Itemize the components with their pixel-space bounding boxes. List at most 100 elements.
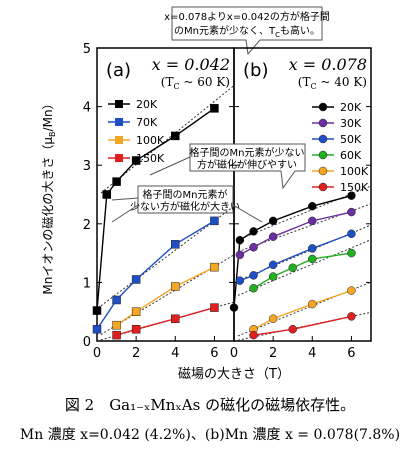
data-point-b-0-2 — [249, 227, 258, 236]
svg-text:(TC ~ 40 K): (TC ~ 40 K) — [298, 75, 367, 91]
legend-label-b-3: 60K — [340, 149, 362, 162]
legend-marker-a-1 — [115, 118, 123, 126]
data-point-b-0-1 — [235, 235, 245, 245]
data-point-b-2-2 — [268, 260, 278, 270]
data-point-b-2-4 — [347, 229, 356, 239]
annotation-callout-1: 格子間のMn元素が少ない 方が磁化が伸びやすい — [149, 143, 306, 190]
legend-marker-a-3 — [115, 154, 123, 162]
figure-caption-line2: Mn 濃度 x=0.042 (4.2%)、(b)Mn 濃度 x = 0.078(… — [19, 427, 401, 443]
panel-b-label: (b) — [243, 60, 268, 81]
data-point-b-2-1 — [249, 271, 258, 280]
x-tick-label-a-0: 0 — [93, 346, 101, 361]
panel-b-frame — [233, 47, 372, 342]
legend-label-a-1: 70K — [136, 116, 158, 129]
top-note-line1: x=0.078よりx=0.042の方が格子間 — [164, 10, 330, 23]
legend-marker-b-1 — [318, 118, 328, 128]
panel-b-subtitle-rest: ~ 40 K) — [317, 75, 367, 89]
y-tick-label-a-2: 2 — [83, 218, 91, 233]
figure-caption-line1: 図 2 Ga₁₋ₓMnₓAs の磁化の磁場依存性。 — [64, 396, 356, 414]
y-tick-label-a-1: 1 — [83, 276, 91, 291]
annotation-1-line2: 方が磁化が伸びやすい — [197, 158, 297, 171]
legend-marker-a-2 — [115, 136, 123, 144]
fit-line-b-3 — [237, 239, 372, 296]
data-point-a-3-3 — [210, 303, 219, 312]
data-point-b-4-1 — [268, 314, 278, 323]
legend-label-b-5: 150K — [340, 181, 369, 194]
svg-text:(TC ~ 60 K): (TC ~ 60 K) — [161, 75, 230, 91]
y-tick-label-a-5: 5 — [83, 42, 91, 57]
legend-label-a-3: 150K — [136, 152, 165, 165]
y-axis-label-end: /Mn） — [41, 97, 55, 131]
data-point-a-1-2 — [131, 275, 141, 284]
data-point-b-5-1 — [288, 325, 297, 334]
series-line-b-4 — [253, 289, 352, 330]
legend-marker-b-5 — [318, 182, 328, 192]
svg-text:のMn元素が少なく、TCも高い。: のMn元素が少なく、TCも高い。 — [174, 24, 320, 39]
top-note-line2-sub: C — [275, 31, 280, 39]
data-point-a-1-0 — [92, 325, 102, 334]
x-tick-label-b-3: 6 — [347, 346, 355, 361]
magnetization-chart: x=0.078よりx=0.042の方が格子間 のMn元素が少なく、TCも高い。 … — [40, 6, 372, 382]
data-point-b-0-3 — [268, 216, 278, 226]
panel-a-subtitle-rest: ~ 60 K) — [180, 75, 230, 89]
data-point-a-3-0 — [112, 330, 121, 340]
data-point-b-3-0 — [249, 284, 258, 293]
y-tick-label-a-4: 4 — [83, 101, 91, 116]
data-point-b-2-3 — [308, 244, 317, 253]
data-point-a-1-3 — [171, 240, 180, 249]
data-point-b-5-2 — [347, 312, 356, 321]
data-point-a-2-3 — [210, 262, 219, 272]
data-point-a-3-2 — [171, 314, 180, 323]
data-point-a-3-1 — [131, 325, 141, 334]
series-line-b-5 — [253, 315, 352, 336]
x-tick-label-a-2: 4 — [171, 346, 179, 361]
y-axis-label-sub: B — [48, 131, 57, 137]
panel-a-label: (a) — [106, 60, 131, 81]
x-tick-label-b-1: 2 — [269, 346, 277, 361]
panel-b-plot: 0 2 4 6 20K 30K 50K 60K 100K 150K — [229, 47, 372, 361]
top-note-line2-end: も高い。 — [280, 24, 320, 37]
data-point-b-0-4 — [308, 201, 317, 211]
data-point-b-3-2 — [288, 263, 297, 272]
legend-label-b-1: 30K — [340, 117, 362, 130]
data-point-a-0-0 — [92, 306, 102, 315]
data-point-a-0-4 — [171, 131, 180, 141]
annotation-1-line1: 格子間のMn元素が少ない — [190, 146, 305, 159]
y-tick-label-a-0: 0 — [83, 335, 91, 350]
x-axis-label: 磁場の大きさ（T） — [178, 367, 290, 382]
legend-marker-b-0 — [318, 102, 328, 112]
data-point-b-1-0 — [235, 250, 245, 260]
data-point-b-1-2 — [268, 232, 278, 241]
data-point-b-3-1 — [268, 272, 278, 281]
data-point-b-2-0 — [235, 276, 245, 285]
data-point-b-5-0 — [249, 330, 258, 340]
data-point-a-2-0 — [112, 320, 121, 330]
data-point-b-0-5 — [347, 191, 356, 200]
panel-a-title: x = 0.042 — [152, 55, 230, 74]
data-point-a-1-1 — [112, 295, 121, 305]
data-point-b-1-1 — [249, 242, 258, 252]
data-point-a-2-2 — [171, 282, 180, 291]
y-axis-label-main: Mnイオンの磁化の大きさ（μ — [40, 137, 55, 295]
legend-label-a-0: 20K — [136, 98, 158, 111]
data-point-b-1-3 — [308, 216, 317, 226]
legend-label-a-2: 100K — [136, 134, 165, 147]
y-tick-label-a-3: 3 — [83, 159, 91, 174]
data-point-b-1-4 — [347, 207, 356, 217]
data-point-b-0-0 — [229, 303, 239, 312]
data-point-a-0-2 — [112, 177, 121, 186]
legend-marker-a-0 — [115, 100, 123, 108]
x-tick-label-b-0: 0 — [230, 346, 238, 361]
panel-b-title: x = 0.078 — [289, 55, 367, 74]
x-tick-label-b-2: 4 — [308, 346, 316, 361]
data-point-a-1-4 — [210, 216, 219, 226]
data-point-a-2-1 — [131, 307, 141, 316]
top-note-line2: のMn元素が少なく、T — [174, 24, 276, 37]
data-point-a-0-3 — [131, 156, 141, 165]
data-point-b-3-3 — [308, 254, 317, 264]
panel-a-subtitle-sub: C — [173, 82, 179, 91]
data-point-b-4-3 — [347, 286, 356, 295]
data-point-b-3-4 — [347, 248, 356, 258]
data-point-b-4-2 — [308, 299, 317, 309]
